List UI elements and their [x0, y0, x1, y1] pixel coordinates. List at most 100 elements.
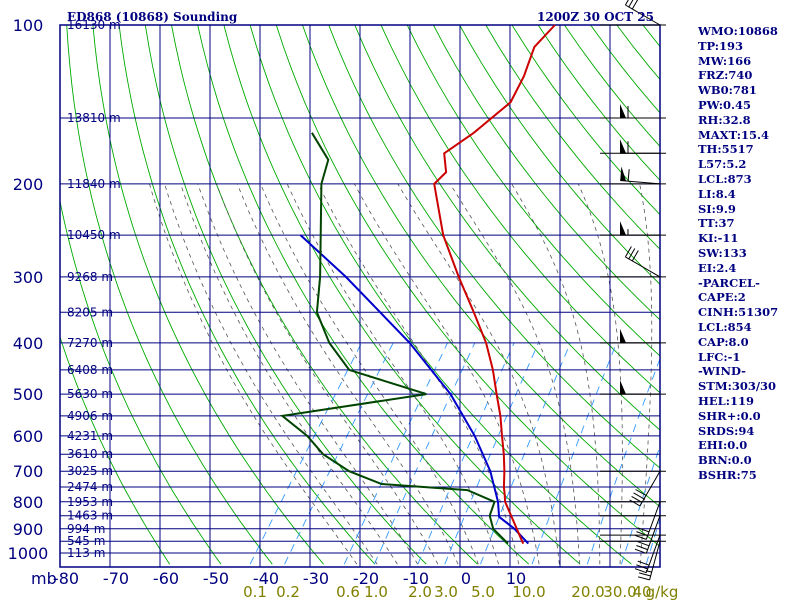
wind-barb [620, 328, 660, 344]
wind-barb [620, 166, 661, 185]
mixing-ratio-line [531, 342, 618, 565]
parcel-path-line [299, 234, 530, 545]
moist-adiabat [197, 183, 418, 565]
dry-adiabat [92, 25, 324, 565]
height-label: 994 m [67, 522, 105, 536]
mixing-ratio-label: 5.0 [471, 583, 495, 600]
mixing-ratio-line [417, 342, 515, 565]
wind-barb-shaft [645, 501, 661, 540]
wind-barb-shaft [645, 515, 661, 554]
mixing-ratio-label: 10.0 [512, 583, 545, 600]
mixing-ratio-line [284, 342, 394, 565]
index-item: STM:303/30 [698, 379, 777, 394]
height-label: 113 m [67, 546, 105, 560]
wind-barb [637, 541, 661, 581]
wind-barb-pennant [620, 104, 626, 118]
height-label: 6408 m [67, 363, 113, 377]
dry-adiabat [171, 25, 478, 565]
wind-barb-pennant [620, 380, 626, 395]
wind-barb-feather [624, 0, 629, 6]
index-item: LI:8.4 [698, 186, 736, 201]
wind-barb-feather [637, 576, 650, 581]
temperature-axis-labels: mb-80 -70 -60 -50 -40 -30 -20 -10 0 10 [31, 569, 526, 588]
moist-adiabat [639, 183, 653, 565]
mixing-ratio-line [480, 342, 571, 565]
moist-adiabat [286, 183, 499, 565]
wind-barb-feather [631, 250, 639, 262]
wind-barb-feather [629, 499, 641, 507]
moist-adiabat [236, 183, 459, 565]
wind-barb-feather [624, 246, 632, 258]
dry-adiabat [197, 25, 530, 565]
dry-adiabat [249, 25, 632, 565]
dry-adiabat [302, 25, 660, 508]
wind-barb [634, 501, 661, 540]
index-item: MAXT:15.4 [698, 127, 769, 142]
height-label: 7270 m [67, 336, 113, 350]
wind-barb-feather [637, 541, 650, 547]
wind-barb-feather [635, 489, 647, 496]
index-item: SHR+:0.0 [698, 408, 761, 423]
height-label: 9268 m [67, 270, 113, 284]
mixing-ratio-line [586, 357, 660, 565]
wind-barb-feather [636, 545, 648, 551]
moist-adiabat [661, 184, 690, 564]
mixing-ratio-label: 20.0 [571, 583, 604, 600]
temperature-tick-label: -10 [403, 569, 429, 588]
dry-adiabat [406, 25, 660, 357]
index-item: BRN:0.0 [698, 453, 752, 468]
dry-adiabat [459, 25, 660, 285]
wind-barb-feather [633, 492, 645, 500]
index-item: EI:2.4 [698, 260, 737, 275]
wind-barb [620, 139, 660, 154]
plot-frame [59, 24, 661, 568]
moist-adiabat [317, 183, 520, 565]
index-item: TH:5517 [698, 142, 754, 157]
dry-adiabat [118, 25, 376, 565]
index-item: LCL:873 [698, 171, 752, 186]
index-item: CAP:8.0 [698, 334, 749, 349]
height-label: 3025 m [67, 464, 113, 478]
index-item: LCL:854 [698, 319, 752, 334]
index-item: TP:193 [698, 38, 744, 53]
height-label: 8205 m [67, 305, 113, 319]
mixing-ratio-label: 0.1 [243, 583, 267, 600]
moist-adiabat [511, 183, 601, 565]
isotherms [59, 24, 661, 568]
pressure-tick-label: 400 [13, 334, 44, 353]
pressure-tick-label: 600 [13, 427, 44, 446]
wind-barb-feather [638, 572, 651, 577]
pressure-tick-label: 800 [13, 493, 44, 512]
wind-barb-feather [628, 248, 636, 260]
mixing-ratio-label: 1.0 [364, 583, 388, 600]
wind-barb-pennant [620, 139, 626, 154]
wind-barb-shaft [639, 470, 661, 507]
wind-barb-feather [631, 0, 639, 10]
temperature-line [433, 24, 556, 544]
index-item: L57:5.2 [698, 157, 747, 172]
moist-adiabat [397, 183, 560, 565]
temperature-tick-label: -40 [253, 569, 279, 588]
moist-adiabat [216, 183, 439, 565]
pressure-tick-label: 300 [13, 268, 44, 287]
pressure-tick-label: 700 [13, 462, 44, 481]
index-item: RH:32.8 [698, 112, 751, 127]
moist-adiabat [449, 183, 580, 565]
height-label: 3610 m [67, 447, 113, 461]
moist-adiabat [577, 183, 623, 565]
height-label: 1953 m [67, 495, 113, 509]
wind-barb [629, 470, 661, 507]
wind-barb-shaft [620, 180, 661, 185]
index-item: -WIND- [698, 364, 746, 379]
pressure-tick-label: 1000 [8, 544, 49, 563]
mixing-ratio-line [620, 444, 660, 565]
wind-barb-shaft [649, 541, 661, 581]
wind-barb-feather [637, 560, 650, 566]
mixing-ratio-line [343, 342, 448, 565]
moist-adiabat [164, 183, 378, 565]
pressure-tick-label: 100 [13, 16, 44, 35]
index-item: CAPE:2 [698, 290, 746, 305]
wind-barb-shaft [625, 256, 661, 278]
dry-adiabat [433, 25, 660, 321]
wind-barb-shaft [625, 4, 661, 26]
